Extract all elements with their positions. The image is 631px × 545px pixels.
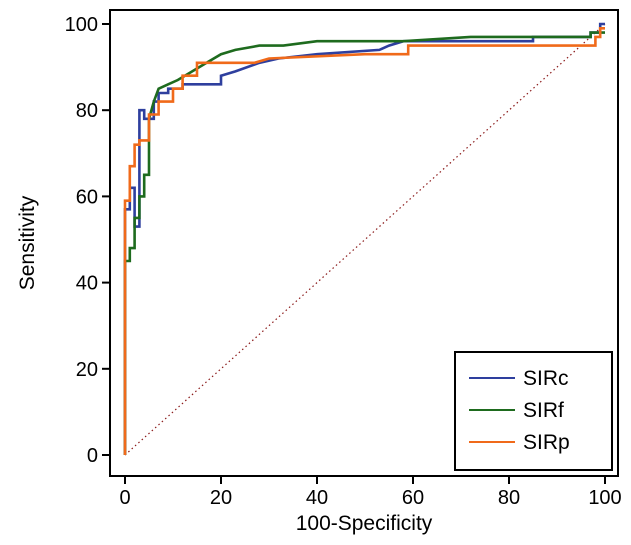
ticks-layer: 0 20 40 60 80 100 0 20 40 60 80 100 (65, 14, 622, 509)
x-tick-label: 20 (210, 487, 232, 509)
legend-box (454, 351, 613, 471)
legend-label-sirf: SIRf (523, 399, 564, 422)
y-axis-title: Sensitivity (16, 195, 39, 290)
y-tick-label: 0 (87, 445, 98, 467)
series-line-sirp (123, 26, 605, 455)
legend-label-sirc: SIRc (523, 367, 569, 390)
y-tick-label: 100 (65, 14, 98, 36)
y-tick-label: 80 (76, 100, 98, 122)
x-tick-label: 100 (588, 487, 621, 509)
y-tick-label: 40 (76, 273, 98, 295)
plot-frame (109, 9, 619, 477)
y-tick-label: 20 (76, 359, 98, 381)
x-tick-label: 40 (306, 487, 328, 509)
x-tick-label: 0 (119, 487, 130, 509)
y-tick-label: 60 (76, 186, 98, 208)
legend: SIRc SIRf SIRp (454, 351, 613, 471)
series-layer (123, 22, 605, 455)
series-line-sirf (123, 31, 605, 455)
x-axis-title: 100-Specificity (296, 512, 433, 535)
x-tick-label: 60 (402, 487, 424, 509)
x-tick-label: 80 (498, 487, 520, 509)
legend-label-sirp: SIRp (523, 431, 570, 454)
